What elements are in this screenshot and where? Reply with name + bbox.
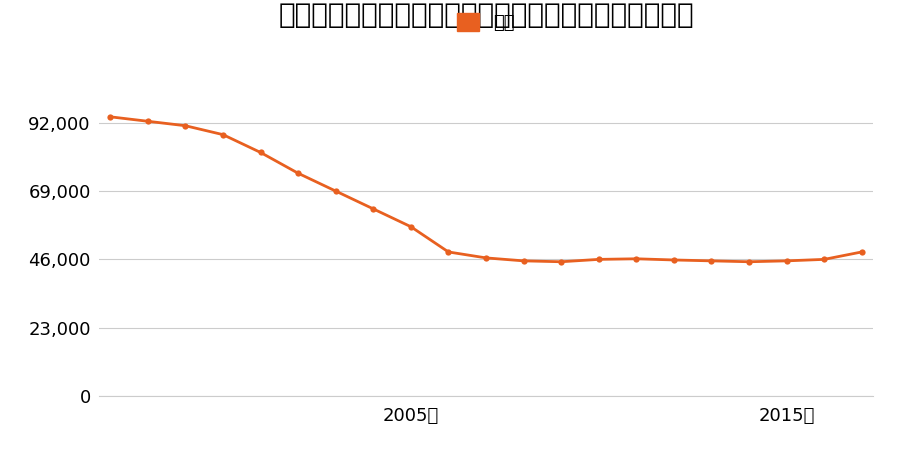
Title: 宮城県仙台市青葉区吉成１丁目３１番２９６の地価推移: 宮城県仙台市青葉区吉成１丁目３１番２９６の地価推移 [278, 0, 694, 29]
Legend: 価格: 価格 [457, 13, 515, 32]
